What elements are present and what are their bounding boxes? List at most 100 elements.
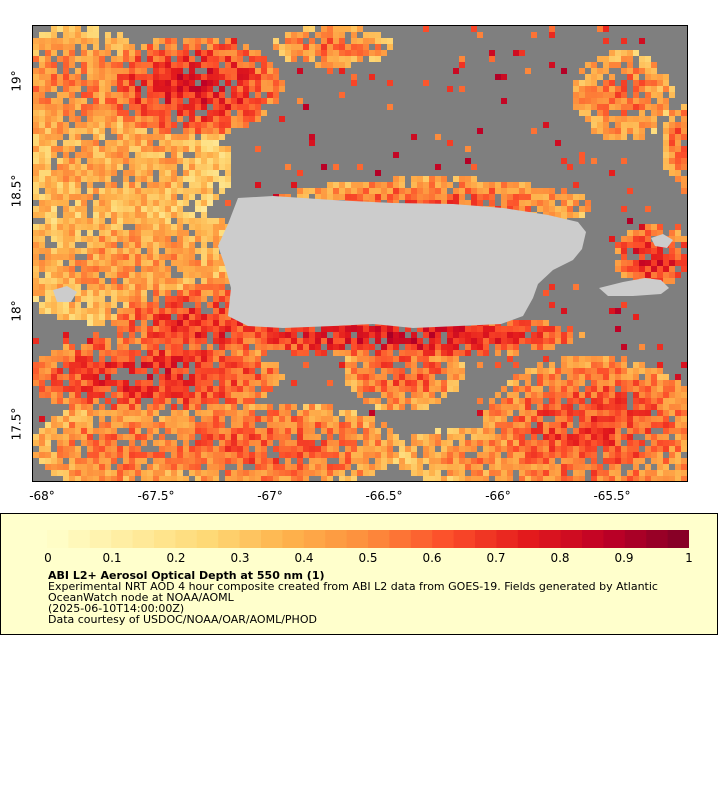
aod-cell bbox=[291, 50, 297, 56]
aod-cell bbox=[381, 440, 387, 446]
aod-cell bbox=[423, 194, 429, 200]
aod-cell bbox=[603, 92, 609, 98]
aod-cell bbox=[603, 422, 609, 428]
aod-cell bbox=[243, 350, 249, 356]
aod-cell bbox=[99, 302, 105, 308]
aod-cell bbox=[585, 368, 591, 374]
aod-cell bbox=[75, 464, 81, 470]
aod-cell bbox=[321, 56, 327, 62]
aod-cell bbox=[117, 272, 123, 278]
aod-cell bbox=[267, 98, 273, 104]
aod-cell bbox=[219, 404, 225, 410]
aod-cell bbox=[69, 260, 75, 266]
aod-cell bbox=[297, 446, 303, 452]
aod-cell bbox=[117, 254, 123, 260]
aod-cell bbox=[69, 398, 75, 404]
aod-cell bbox=[57, 224, 63, 230]
aod-cell bbox=[129, 200, 135, 206]
aod-cell bbox=[225, 122, 231, 128]
aod-cell bbox=[621, 110, 627, 116]
aod-cell bbox=[69, 164, 75, 170]
aod-cell bbox=[33, 368, 39, 374]
aod-cell bbox=[633, 470, 639, 476]
aod-cell bbox=[285, 476, 291, 481]
aod-cell bbox=[243, 92, 249, 98]
aod-cell bbox=[171, 152, 177, 158]
aod-cell bbox=[165, 332, 171, 338]
aod-cell bbox=[117, 356, 123, 362]
aod-cell bbox=[243, 440, 249, 446]
aod-cell bbox=[441, 194, 447, 200]
aod-cell bbox=[525, 446, 531, 452]
aod-cell bbox=[153, 338, 159, 344]
aod-cell bbox=[567, 368, 573, 374]
aod-cell bbox=[87, 140, 93, 146]
aod-cell bbox=[537, 332, 543, 338]
aod-cell bbox=[279, 446, 285, 452]
aod-cell bbox=[165, 416, 171, 422]
aod-cell bbox=[195, 374, 201, 380]
aod-cell bbox=[459, 440, 465, 446]
aod-cell bbox=[549, 194, 555, 200]
aod-cell bbox=[627, 410, 633, 416]
aod-cell bbox=[681, 122, 687, 128]
aod-cell bbox=[117, 392, 123, 398]
aod-cell bbox=[219, 176, 225, 182]
aod-cell bbox=[63, 422, 69, 428]
colorbar-segment bbox=[154, 530, 176, 548]
aod-cell bbox=[165, 56, 171, 62]
aod-cell bbox=[327, 44, 333, 50]
aod-cell bbox=[351, 38, 357, 44]
aod-cell bbox=[447, 428, 453, 434]
aod-cell bbox=[387, 188, 393, 194]
aod-cell bbox=[573, 392, 579, 398]
aod-cell bbox=[231, 62, 237, 68]
aod-cell bbox=[117, 416, 123, 422]
aod-cell bbox=[93, 452, 99, 458]
aod-cell bbox=[555, 440, 561, 446]
aod-cell bbox=[195, 284, 201, 290]
aod-cell bbox=[213, 476, 219, 481]
aod-cell bbox=[333, 50, 339, 56]
aod-cell bbox=[549, 212, 555, 218]
aod-cell bbox=[435, 380, 441, 386]
aod-cell bbox=[609, 416, 615, 422]
aod-cell bbox=[627, 98, 633, 104]
aod-cell bbox=[141, 260, 147, 266]
aod-cell bbox=[519, 50, 525, 56]
aod-cell bbox=[75, 188, 81, 194]
aod-cell bbox=[525, 338, 531, 344]
aod-cell bbox=[579, 440, 585, 446]
aod-cell bbox=[663, 278, 669, 284]
aod-cell bbox=[495, 338, 501, 344]
aod-cell bbox=[231, 344, 237, 350]
aod-cell bbox=[615, 476, 621, 481]
aod-cell bbox=[471, 200, 477, 206]
aod-cell bbox=[225, 458, 231, 464]
aod-cell bbox=[57, 308, 63, 314]
aod-cell bbox=[129, 158, 135, 164]
aod-cell bbox=[279, 50, 285, 56]
aod-cell bbox=[561, 206, 567, 212]
aod-cell bbox=[261, 440, 267, 446]
aod-cell bbox=[249, 326, 255, 332]
aod-cell bbox=[195, 350, 201, 356]
aod-cell bbox=[423, 356, 429, 362]
aod-cell bbox=[621, 266, 627, 272]
aod-cell bbox=[201, 434, 207, 440]
aod-cell bbox=[207, 320, 213, 326]
aod-cell bbox=[351, 50, 357, 56]
aod-cell bbox=[111, 302, 117, 308]
aod-cell bbox=[243, 86, 249, 92]
aod-cell bbox=[111, 92, 117, 98]
aod-cell bbox=[231, 362, 237, 368]
aod-cell bbox=[195, 446, 201, 452]
aod-cell bbox=[507, 380, 513, 386]
aod-cell bbox=[363, 428, 369, 434]
aod-cell bbox=[321, 416, 327, 422]
aod-cell bbox=[195, 362, 201, 368]
aod-cell bbox=[345, 338, 351, 344]
aod-cell bbox=[267, 470, 273, 476]
aod-cell bbox=[279, 434, 285, 440]
aod-cell bbox=[135, 458, 141, 464]
